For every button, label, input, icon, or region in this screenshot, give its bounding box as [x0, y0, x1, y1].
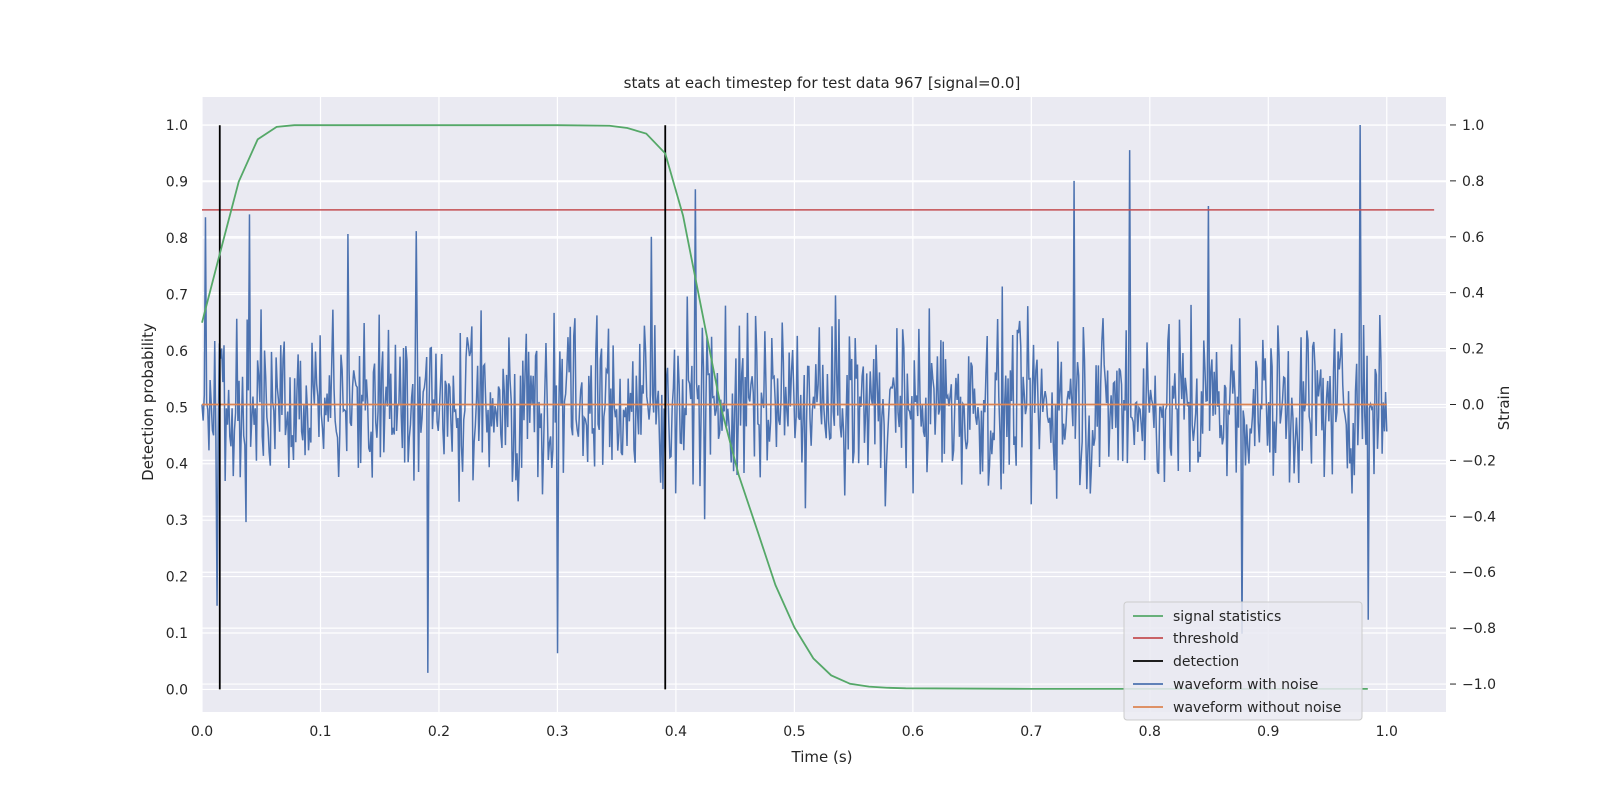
y-tick-label: 0.1: [166, 626, 188, 642]
x-tick-label: 1.0: [1376, 724, 1398, 740]
x-tick-label: 0.6: [902, 724, 924, 740]
x-tick-label: 0.7: [1020, 724, 1042, 740]
y-tick-label: 0.4: [166, 457, 188, 473]
x-tick-label: 0.8: [1139, 724, 1161, 740]
y2-tick-label: 0.0: [1462, 398, 1484, 414]
legend-label-threshold: threshold: [1173, 631, 1239, 647]
x-tick-label: 0.4: [665, 724, 687, 740]
legend-label-waveform-without-noise: waveform without noise: [1173, 700, 1341, 716]
y2-tick-label: 0.6: [1462, 230, 1484, 246]
x-tick-label: 0.9: [1257, 724, 1279, 740]
legend-label-signal-statistics: signal statistics: [1173, 609, 1281, 625]
x-tick-label: 0.5: [783, 724, 805, 740]
y2-tick-label: −0.8: [1462, 621, 1496, 637]
legend-label-detection: detection: [1173, 654, 1239, 670]
y-tick-label: 0.3: [166, 513, 188, 529]
legend-item-waveform-with-noise: waveform with noise: [1133, 677, 1318, 693]
legend: signal statistics threshold detection wa…: [1123, 601, 1363, 721]
y-tick-label: 0.8: [166, 231, 188, 247]
series-waveform-with-noise: [201, 124, 1388, 673]
x-tick-label: 0.2: [428, 724, 450, 740]
legend-label-waveform-with-noise: waveform with noise: [1173, 677, 1318, 693]
x-tick-label: 0.0: [191, 724, 213, 740]
legend-item-detection: detection: [1133, 654, 1239, 670]
x-axis-label: Time (s): [791, 748, 853, 766]
y-tick-label: 0.5: [166, 400, 188, 416]
y2-tick-label: −0.4: [1462, 509, 1496, 525]
y-tick-label: 1.0: [166, 118, 188, 134]
legend-item-signal-statistics: signal statistics: [1133, 609, 1281, 625]
legend-item-threshold: threshold: [1133, 631, 1239, 647]
legend-item-waveform-without-noise: waveform without noise: [1133, 700, 1341, 716]
y2-tick-label: −0.2: [1462, 453, 1496, 469]
y2-tick-label: −1.0: [1462, 677, 1496, 693]
y-tick-label: 0.0: [166, 682, 188, 698]
chart-title: stats at each timestep for test data 967…: [624, 74, 1021, 92]
x-axis-ticks: 0.0 0.1 0.2 0.3 0.4 0.5 0.6 0.7 0.8 0.9 1.0: [191, 724, 1398, 740]
y-tick-label: 0.9: [166, 175, 188, 191]
series-signal-statistics: [201, 124, 1368, 690]
y2-axis-label: Strain: [1495, 386, 1513, 430]
y2-tick-label: 0.2: [1462, 342, 1484, 358]
y2-axis-ticks: −1.0 −0.8 −0.6 −0.4 −0.2 0.0 0.2 0.4 0.6 0.8 1.0: [1450, 118, 1496, 693]
y2-tick-label: 1.0: [1462, 118, 1484, 134]
y2-tick-label: −0.6: [1462, 565, 1496, 581]
x-tick-label: 0.1: [309, 724, 331, 740]
y-tick-label: 0.7: [166, 287, 188, 303]
y-axis-label: Detection probability: [139, 323, 157, 481]
y2-tick-label: 0.4: [1462, 286, 1484, 302]
y-tick-label: 0.2: [166, 570, 188, 586]
legend-box: [1123, 601, 1363, 721]
y-tick-label: 0.6: [166, 344, 188, 360]
y2-tick-label: 0.8: [1462, 174, 1484, 190]
y-axis-ticks: 0.0 0.1 0.2 0.3 0.4 0.5 0.6 0.7 0.8 0.9 1.0: [166, 118, 188, 698]
x-tick-label: 0.3: [546, 724, 568, 740]
